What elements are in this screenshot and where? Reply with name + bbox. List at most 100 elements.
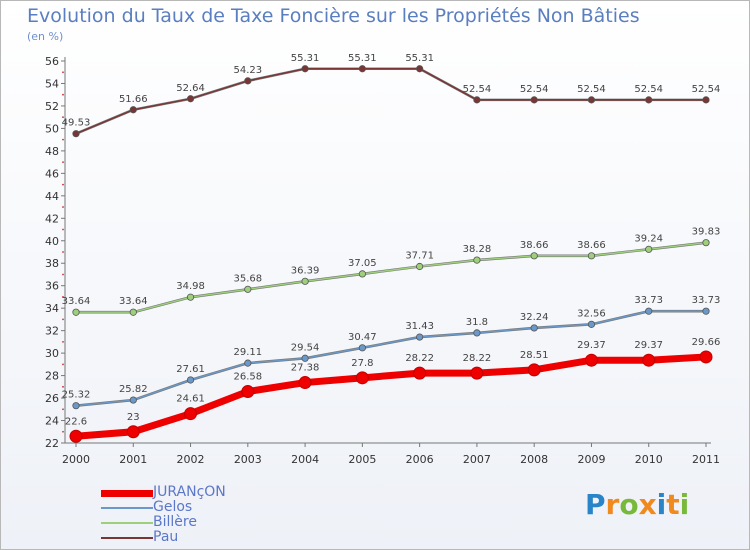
- series-line: [75, 68, 706, 135]
- data-label: 22.6: [65, 416, 87, 427]
- data-point: [241, 385, 255, 399]
- data-point: [642, 353, 656, 367]
- y-minor-dot: [62, 251, 64, 253]
- data-point: [470, 366, 484, 380]
- x-tick-label: 2010: [635, 453, 663, 466]
- series-line-outline: [75, 67, 706, 135]
- y-minor-dot: [62, 116, 64, 119]
- y-tick-label: 40: [45, 235, 59, 248]
- y-tick-label: 30: [45, 347, 59, 360]
- legend-swatch: [101, 522, 153, 524]
- data-point: [645, 307, 653, 315]
- y-minor-dot: [62, 138, 64, 141]
- legend-label: JURANçON: [153, 484, 226, 500]
- data-point: [702, 96, 710, 104]
- data-label: 52.54: [520, 84, 549, 95]
- data-label: 33.73: [634, 295, 663, 306]
- data-label: 29.66: [692, 337, 721, 348]
- data-point: [184, 407, 198, 421]
- data-point: [69, 429, 83, 443]
- data-label: 24.61: [176, 394, 205, 405]
- data-label: 33.64: [62, 296, 91, 307]
- series-line: [75, 310, 706, 407]
- y-tick-label: 44: [45, 190, 59, 203]
- data-label: 34.98: [176, 281, 205, 292]
- data-label: 38.66: [520, 240, 549, 251]
- data-point: [129, 308, 137, 316]
- x-tick-label: 2007: [463, 453, 491, 466]
- y-minor-dot: [62, 408, 64, 411]
- data-label: 28.51: [520, 350, 549, 361]
- y-tick-label: 26: [45, 392, 59, 405]
- data-label: 25.32: [62, 390, 91, 401]
- data-point: [358, 65, 366, 73]
- data-point: [244, 359, 252, 367]
- data-label: 52.54: [577, 84, 606, 95]
- data-point: [126, 425, 140, 439]
- y-minor-dot: [62, 296, 64, 298]
- y-tick-label: 34: [45, 302, 59, 315]
- legend-swatch: [101, 507, 153, 509]
- data-point: [584, 353, 598, 367]
- data-label: 26.58: [233, 372, 262, 383]
- x-tick-label: 2002: [177, 453, 205, 466]
- data-point: [416, 65, 424, 73]
- data-label: 28.22: [463, 353, 492, 364]
- series-layer: 49.53 51.66 52.64 54.23 55.31 55.31 55.31 52.54…: [62, 53, 721, 443]
- y-tick-label: 42: [45, 212, 59, 225]
- legend-swatch: [101, 489, 153, 497]
- y-tick-label: 38: [45, 257, 59, 270]
- y-minor-dot: [62, 71, 64, 74]
- data-label: 39.83: [692, 227, 721, 238]
- data-label: 29.37: [634, 340, 663, 351]
- data-point: [645, 245, 653, 253]
- x-tick-label: 2005: [348, 453, 376, 466]
- data-point: [244, 77, 252, 85]
- data-label: 35.68: [233, 273, 262, 284]
- data-point: [416, 333, 424, 341]
- y-minor-dot: [62, 340, 64, 343]
- data-point: [186, 293, 195, 301]
- data-label: 38.66: [577, 240, 606, 251]
- series-line: [76, 241, 707, 313]
- series-line-outline: [75, 353, 707, 440]
- data-point: [530, 96, 538, 104]
- data-point: [473, 329, 481, 337]
- data-label: 55.31: [405, 53, 434, 64]
- x-tick-label: 2003: [234, 453, 262, 466]
- data-point: [301, 277, 309, 285]
- y-tick-label: 28: [45, 370, 59, 383]
- data-point: [702, 307, 710, 315]
- data-point: [587, 96, 596, 104]
- data-point: [416, 262, 424, 271]
- data-label: 30.47: [348, 332, 377, 343]
- proxiti-logo: Proxiti: [585, 488, 689, 521]
- data-label: 39.24: [634, 233, 663, 244]
- data-point: [355, 371, 369, 385]
- y-tick-label: 24: [45, 415, 59, 428]
- data-point: [530, 252, 538, 260]
- data-label: 27.61: [176, 364, 205, 375]
- data-point: [530, 324, 538, 332]
- data-point: [186, 376, 195, 384]
- legend-label: Pau: [153, 529, 179, 545]
- data-point: [702, 239, 710, 247]
- y-tick-label: 32: [45, 325, 59, 338]
- data-point: [129, 106, 137, 114]
- data-label: 27.38: [291, 363, 320, 374]
- y-tick-label: 48: [45, 145, 59, 158]
- data-label: 51.66: [119, 94, 148, 105]
- y-tick-label: 54: [45, 77, 59, 90]
- y-minor-dot: [62, 93, 64, 96]
- logo-letter: P: [585, 488, 606, 521]
- x-tick-label: 2000: [62, 453, 90, 466]
- y-tick-label: 52: [45, 100, 59, 113]
- data-label: 27.8: [351, 358, 373, 369]
- data-label: 32.56: [577, 308, 606, 319]
- y-minor-dot: [62, 318, 64, 321]
- x-tick-label: 2001: [119, 453, 147, 466]
- logo-letter: i: [656, 488, 667, 521]
- x-tick-label: 2006: [406, 453, 434, 466]
